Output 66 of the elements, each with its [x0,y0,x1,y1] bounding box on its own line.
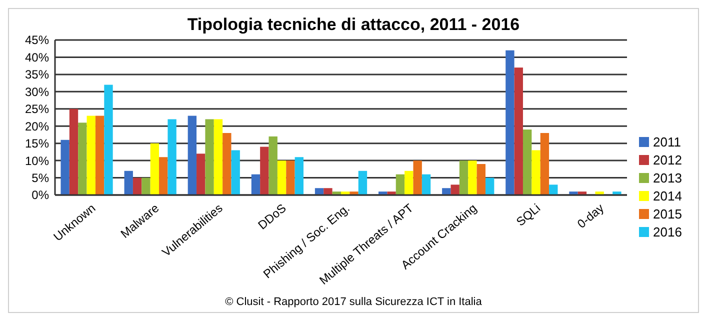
bar [251,174,260,195]
bar [459,160,468,195]
legend-label: 2011 [653,134,681,150]
y-tick-label: 20% [24,119,50,134]
bar [78,122,87,195]
bar [485,178,494,195]
bar [188,116,197,195]
bar [86,116,96,195]
y-tick-label: 25% [24,102,50,116]
bar [468,160,477,195]
bar [450,184,460,195]
y-tick-label: 30% [24,84,50,99]
bar [522,130,532,195]
bar [214,119,223,195]
bar [506,50,514,195]
y-tick-label: 35% [24,68,50,82]
bar [476,164,486,195]
legend-label: 2015 [653,206,682,222]
chart-title: Tipologia tecniche di attacco, 2011 - 2016 [187,15,520,34]
bar [422,174,431,195]
bar [277,160,286,195]
legend-label: 2012 [653,152,682,168]
bar [358,170,368,195]
bar [205,119,214,195]
legend-label: 2016 [653,224,682,240]
bar [612,192,622,195]
bar [350,192,358,195]
bar [69,108,78,195]
bar [150,143,160,195]
legend-label: 2013 [653,170,682,186]
y-tick-label: 15% [24,136,50,151]
bar [294,157,304,195]
y-tick-label: 5% [32,170,50,185]
bar [142,178,150,195]
bar [595,192,604,195]
bar [569,192,578,195]
bar [60,140,70,195]
bar [442,188,451,195]
bar [324,188,332,195]
bar [396,174,405,195]
legend-label: 2014 [653,188,682,204]
bar [168,119,176,195]
bar [231,150,240,195]
bar [159,157,168,195]
bar [222,133,232,195]
bar [132,178,142,195]
y-tick-label: 10% [24,154,50,168]
bar [260,146,269,195]
y-tick-label: 40% [24,50,50,64]
bar [540,133,550,195]
text: © Clusit - Rapporto 2017 sulla Sicurezza ICT in Italia [225,296,483,308]
bar [124,170,133,195]
bar [286,160,295,195]
bar [404,170,414,195]
bar [514,68,523,195]
bar [314,188,324,195]
bar [196,154,206,195]
bar [413,160,422,195]
y-tick-label: 0% [32,188,50,202]
bar [95,116,104,195]
bar [104,84,113,195]
bar [549,184,558,195]
bar [268,136,278,195]
y-tick-label: 45% [24,33,50,48]
bar [387,192,396,195]
bar [532,150,540,195]
